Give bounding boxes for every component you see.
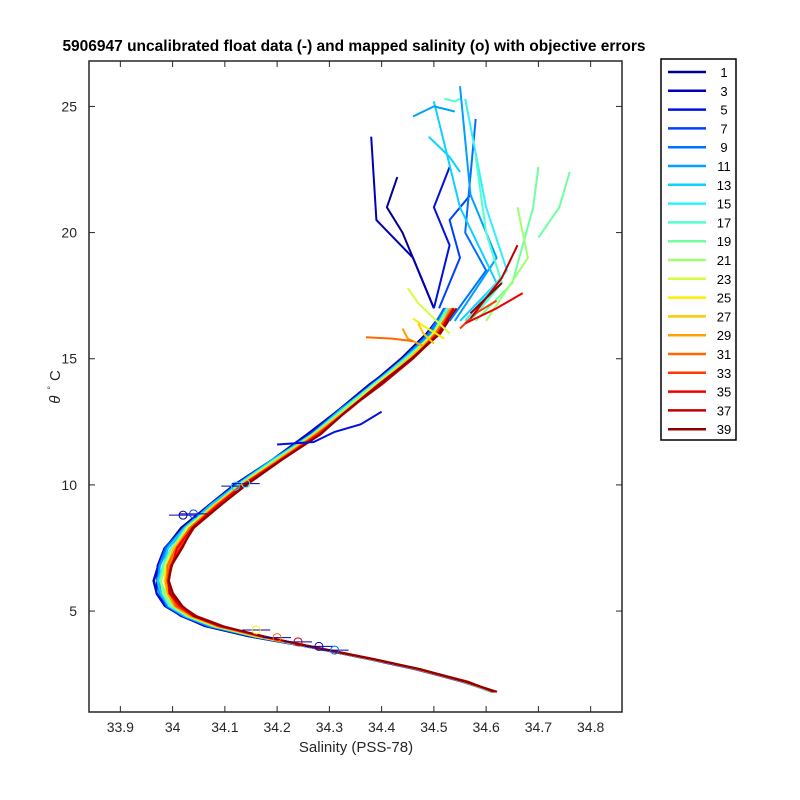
- profile-line: [406, 287, 451, 335]
- y-axis-unit: C: [47, 370, 64, 381]
- profile-line: [464, 292, 524, 325]
- profile-line: [428, 135, 461, 173]
- x-tick-label: 34.2: [263, 719, 290, 735]
- y-axis-symbol: θ: [47, 396, 64, 404]
- legend-label: 23: [717, 272, 731, 287]
- profile-line: [464, 98, 508, 322]
- profile-lines: [152, 86, 571, 693]
- mapped-salinity-marker: [230, 481, 240, 491]
- mapped-salinity-marker: [241, 479, 251, 489]
- x-tick-label: 34: [165, 719, 181, 735]
- profile-line: [155, 307, 495, 693]
- profile-line: [432, 166, 451, 309]
- profile-line: [469, 156, 503, 322]
- legend-label: 21: [717, 253, 731, 268]
- chart-title: 5906947 uncalibrated float data (-) and …: [62, 38, 645, 55]
- mapped-salinity-marker: [293, 637, 303, 647]
- x-tick-label: 34.1: [211, 719, 238, 735]
- legend-label: 15: [717, 197, 731, 212]
- axes-box: [88, 60, 623, 713]
- mapped-salinity-marker: [178, 510, 188, 520]
- profile-line: [417, 322, 435, 345]
- profile-line: [448, 118, 488, 322]
- mapped-salinity-marker: [272, 633, 282, 643]
- legend-box: [660, 58, 737, 441]
- mapped-salinity-marker: [251, 625, 261, 635]
- profile-line: [156, 307, 492, 693]
- legend-label: 5: [720, 103, 727, 118]
- legend-label: 37: [717, 403, 731, 418]
- legend-label: 11: [717, 159, 731, 174]
- profile-line: [453, 86, 498, 322]
- profile-line: [401, 328, 424, 348]
- plot-area: [88, 60, 623, 713]
- profile-line: [469, 282, 503, 315]
- legend-label: 3: [720, 84, 727, 99]
- profile-line: [412, 317, 445, 340]
- legend-label: 35: [717, 385, 731, 400]
- profile-line: [159, 307, 495, 693]
- legend-label: 27: [717, 309, 731, 324]
- mapped-salinity-marker: [330, 645, 340, 655]
- y-axis-ticks: 5 10 15 20 25: [61, 98, 622, 619]
- profile-line: [153, 307, 493, 693]
- legend-label: 13: [717, 178, 731, 193]
- profile-line: [158, 307, 494, 693]
- legend-label: 39: [717, 422, 731, 437]
- profile-line: [412, 105, 456, 118]
- y-tick-label: 25: [61, 98, 77, 114]
- x-tick-label: 34.5: [420, 719, 447, 735]
- profile-line: [469, 244, 519, 320]
- y-tick-label: 15: [61, 351, 77, 367]
- profile-line: [444, 97, 461, 103]
- profile-line: [277, 410, 383, 446]
- legend-label: 29: [717, 328, 731, 343]
- x-tick-label: 34.7: [525, 719, 552, 735]
- legend-label: 19: [717, 234, 731, 249]
- profile-line: [438, 194, 472, 309]
- y-axis-label: θ°C: [46, 370, 64, 404]
- profile-line: [158, 307, 494, 693]
- y-tick-label: 10: [61, 477, 77, 493]
- svg-text:θ°C: θ°C: [46, 370, 64, 404]
- profile-line: [370, 136, 435, 309]
- profile-line: [159, 307, 494, 693]
- legend-label: 9: [720, 140, 727, 155]
- legend-label: 17: [717, 215, 731, 230]
- mapped-salinity-marker: [314, 641, 324, 651]
- profile-line: [365, 336, 414, 343]
- profile-line: [152, 307, 493, 693]
- x-tick-label: 34.6: [473, 719, 500, 735]
- legend-label: 33: [717, 366, 731, 381]
- profile-line: [385, 176, 435, 309]
- legend-label: 31: [717, 347, 731, 362]
- mapped-salinity-marker: [189, 509, 199, 519]
- legend-label: 7: [720, 121, 727, 136]
- legend-label: 1: [720, 65, 727, 80]
- x-tick-label: 33.9: [107, 719, 134, 735]
- profile-line: [156, 307, 492, 693]
- profile-line: [156, 307, 492, 693]
- legend-label: 25: [717, 291, 731, 306]
- x-tick-label: 34.8: [577, 719, 604, 735]
- profile-line: [485, 207, 529, 322]
- mapped-salinity-markers: [169, 479, 349, 655]
- x-axis-label: Salinity (PSS-78): [299, 739, 413, 756]
- x-tick-label: 34.3: [316, 719, 343, 735]
- x-axis-ticks: 33.9 34 34.1 34.2 34.3 34.4 34.5 34.6 34.7 34.8: [107, 61, 604, 735]
- y-tick-label: 20: [61, 225, 77, 241]
- y-tick-label: 5: [69, 603, 77, 619]
- x-tick-label: 34.4: [368, 719, 395, 735]
- profile-line: [160, 307, 493, 693]
- profile-line: [537, 171, 571, 239]
